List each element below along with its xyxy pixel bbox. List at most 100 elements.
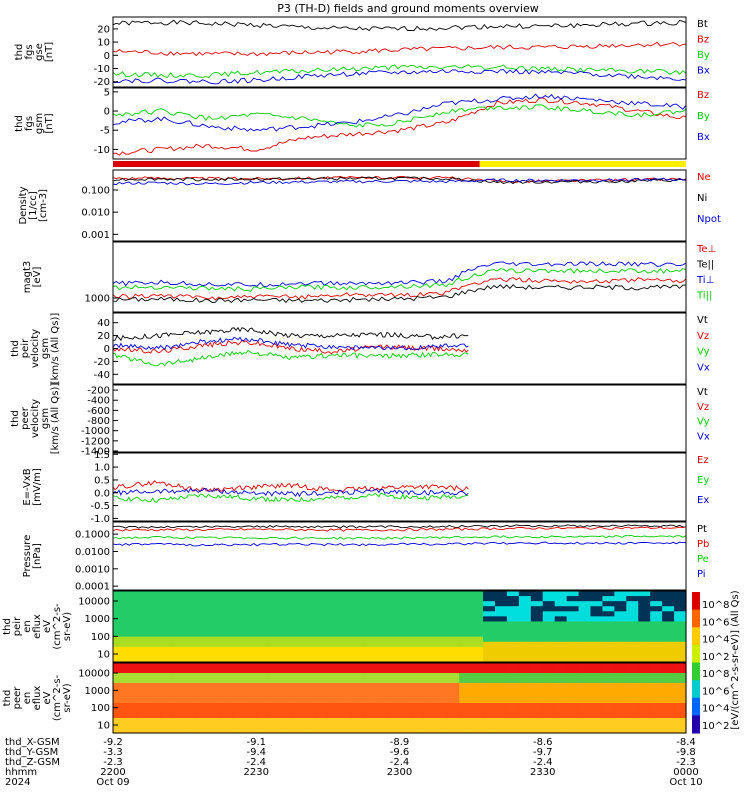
y-axis-label: [km/s (All Qs)] [50,313,61,385]
colorbar-tick: 10^8 [702,669,729,680]
heatmap-cell [363,713,377,719]
heatmap-cell [638,621,651,628]
heatmap-cell [542,641,556,648]
heatmap-cell [566,688,580,694]
heatmap-cell [542,703,556,709]
heatmap-cell [411,708,424,714]
heatmap-cell [447,596,460,602]
heatmap-cell [304,688,317,694]
heatmap-cell [542,656,556,663]
heatmap-cell [530,703,544,709]
heatmap-cell [339,668,353,674]
heatmap-cell [447,693,460,699]
heatmap-cell [483,641,496,648]
heatmap-cell [304,663,317,669]
heatmap-cell [280,713,293,719]
heatmap-cell [256,728,269,734]
series-line-Te|| [112,284,687,304]
heatmap-cell [280,703,293,709]
heatmap-cell [614,668,627,674]
heatmap-cell [566,591,580,597]
heatmap-cell [339,616,353,623]
heatmap-cell [268,641,281,648]
heatmap-cell [674,596,687,602]
heatmap-cell [471,673,484,679]
heatmap-cell [315,673,329,679]
heatmap-cell [674,713,687,719]
heatmap-cell [518,708,532,714]
legend-Bx: Bx [697,132,710,143]
heatmap-cell [423,713,436,719]
heatmap-cell [124,723,138,729]
heatmap-cell [423,678,436,684]
heatmap-cell [483,636,496,643]
heatmap-cell [196,663,210,669]
panel-frame [112,312,687,385]
heatmap-cell [399,678,413,684]
heatmap-cell [662,693,675,699]
heatmap-cell [602,688,615,694]
heatmap-cell [208,601,222,607]
heatmap-cell [280,591,293,597]
heatmap-cell [578,651,592,658]
y-axis-label: peir [12,616,23,636]
heatmap-cell [399,698,413,704]
heatmap-cell [578,636,592,643]
legend-Bz: Bz [697,35,709,46]
heatmap-cell [148,668,162,674]
heatmap-cell [662,678,675,684]
heatmap-cell [411,683,424,689]
heatmap-cell [208,621,222,628]
heatmap-cell [148,616,162,623]
heatmap-cell [244,718,257,724]
heatmap-cell [148,688,162,694]
heatmap-cell [375,591,389,597]
heatmap-cell [542,713,556,719]
heatmap-cell [495,596,508,602]
heatmap-cell [471,688,484,694]
heatmap-cell [232,591,245,597]
heatmap-cell [411,626,424,633]
heatmap-cell [268,611,281,617]
heatmap-cell [590,616,604,623]
heatmap-cell [435,596,448,602]
series-line-By [112,64,687,79]
heatmap-cell [578,713,592,719]
heatmap-cell [423,656,436,663]
heatmap-cell [327,703,341,709]
heatmap-cell [495,651,508,658]
heatmap-cell [399,636,413,643]
heatmap-cell [268,723,281,729]
legend-Ne: Ne [697,172,711,183]
heatmap-cell [184,663,198,669]
heatmap-cell [124,621,138,628]
heatmap-cell [662,673,675,679]
heatmap-cell [327,688,341,694]
heatmap-cell [136,641,150,648]
y-axis-label: [mV/m] [32,468,43,506]
heatmap-cell [530,601,544,607]
heatmap-cell [435,728,448,734]
heatmap-cell [674,728,687,734]
heatmap-cell [160,621,174,628]
heatmap-cell [351,698,365,704]
legend-Vx: Vx [697,362,710,373]
heatmap-cell [411,656,424,663]
heatmap-cell [614,663,627,669]
heatmap-cell [160,718,174,724]
colorbar: 10^810^610^410^210^810^610^410^2 [eV/(cm^… [692,590,741,734]
heatmap-cell [435,668,448,674]
y-axis-label: gse [34,43,45,61]
heatmap-cell [244,673,257,679]
heatmap-cell [160,713,174,719]
heatmap-cell [542,636,556,643]
heatmap-cell [268,626,281,633]
heatmap-cell [542,673,556,679]
heatmap-cell [626,713,639,719]
heatmap-cell [136,663,150,669]
heatmap-cell [662,636,675,643]
colorbar-swatch [692,697,700,716]
heatmap-cell [506,668,520,674]
heatmap-cell [351,688,365,694]
heatmap-cell [495,668,508,674]
